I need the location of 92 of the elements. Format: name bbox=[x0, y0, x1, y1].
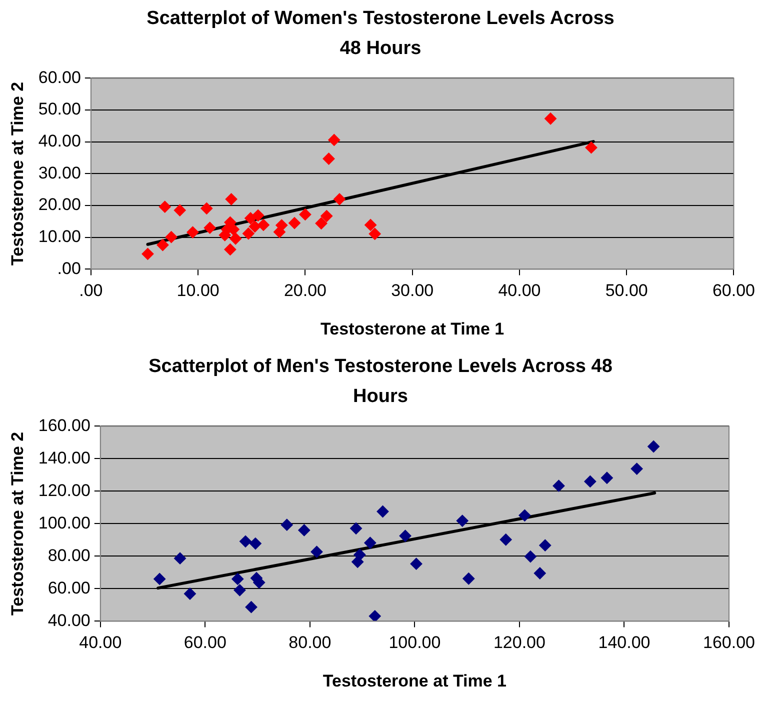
point bbox=[364, 536, 376, 549]
point bbox=[552, 480, 565, 492]
point bbox=[276, 219, 288, 232]
point bbox=[158, 200, 171, 213]
point bbox=[288, 217, 300, 230]
y-tick-label: 60.00 bbox=[48, 578, 90, 598]
point bbox=[350, 522, 362, 534]
x-tick-label: 120.00 bbox=[493, 633, 546, 652]
point bbox=[500, 534, 512, 546]
point bbox=[518, 509, 531, 522]
x-tick-label: 140.00 bbox=[598, 633, 650, 652]
point bbox=[156, 239, 169, 252]
y-tick-label: 40.00 bbox=[48, 610, 90, 630]
y-tick-label: 80.00 bbox=[48, 546, 90, 565]
y-tick-label: 50.00 bbox=[38, 100, 81, 119]
point bbox=[584, 475, 596, 488]
point bbox=[462, 572, 475, 585]
y-axis-title: Testosterone at Time 2 bbox=[8, 432, 27, 616]
x-tick-label: 100.00 bbox=[388, 633, 441, 652]
point bbox=[410, 558, 422, 570]
point bbox=[544, 112, 557, 125]
point bbox=[252, 209, 264, 222]
point bbox=[315, 217, 328, 230]
point bbox=[585, 142, 598, 154]
x-tick-label: 60.00 bbox=[184, 633, 226, 652]
x-tick-label: 50.00 bbox=[605, 281, 648, 300]
point bbox=[204, 222, 216, 234]
point bbox=[186, 226, 199, 238]
x-axis-title: Testosterone at Time 1 bbox=[322, 671, 507, 690]
chart-title: Scatterplot of Women's Testosterone Levels Across 48 Hours bbox=[146, 7, 616, 61]
point bbox=[399, 530, 412, 542]
y-tick-label: 60.00 bbox=[38, 68, 81, 87]
point bbox=[352, 556, 364, 568]
point bbox=[200, 202, 213, 214]
point bbox=[248, 220, 261, 233]
x-tick-label: 30.00 bbox=[391, 281, 434, 300]
point bbox=[320, 210, 333, 222]
point bbox=[648, 440, 660, 453]
y-tick-label: 30.00 bbox=[38, 163, 81, 182]
y-tick-label: 100.00 bbox=[38, 513, 90, 532]
point bbox=[539, 539, 552, 552]
point bbox=[333, 193, 346, 206]
point bbox=[364, 218, 377, 231]
point bbox=[165, 231, 178, 244]
y-tick-label: 20.00 bbox=[38, 195, 81, 214]
point bbox=[249, 538, 262, 550]
point bbox=[368, 228, 381, 240]
point bbox=[310, 546, 323, 558]
point bbox=[244, 212, 257, 224]
point bbox=[328, 134, 340, 146]
point bbox=[142, 248, 154, 260]
point bbox=[174, 552, 186, 564]
y-tick-label: 120.00 bbox=[38, 480, 90, 500]
x-tick-label: .00 bbox=[79, 281, 103, 300]
point bbox=[376, 506, 389, 518]
point bbox=[456, 514, 468, 527]
point bbox=[299, 208, 312, 220]
point bbox=[630, 462, 643, 475]
point bbox=[240, 535, 252, 548]
point bbox=[225, 193, 238, 206]
point bbox=[245, 601, 258, 614]
y-tick-label: 10.00 bbox=[38, 227, 81, 246]
point bbox=[280, 518, 293, 531]
point bbox=[524, 550, 536, 563]
point bbox=[368, 610, 381, 622]
y-tick-label: .00 bbox=[57, 258, 81, 278]
point bbox=[232, 572, 244, 585]
x-tick-label: 40.00 bbox=[498, 281, 541, 300]
point bbox=[534, 567, 546, 580]
point bbox=[242, 228, 254, 240]
point bbox=[234, 584, 246, 596]
point bbox=[174, 204, 186, 216]
x-tick-label: 160.00 bbox=[703, 633, 755, 652]
x-tick-label: 20.00 bbox=[284, 281, 326, 300]
x-tick-label: 10.00 bbox=[176, 281, 220, 300]
point bbox=[154, 572, 166, 585]
y-tick-label: 140.00 bbox=[38, 448, 90, 468]
y-axis-title: Testosterone at Time 2 bbox=[8, 82, 27, 266]
y-tick-label: 160.00 bbox=[38, 416, 90, 435]
chart-title: Scatterplot of Men's Testosterone Levels Across 48 Hours bbox=[148, 355, 614, 409]
x-axis-title: Testosterone at Time 1 bbox=[320, 319, 504, 338]
point bbox=[600, 472, 613, 484]
y-tick-label: 40.00 bbox=[38, 132, 81, 151]
point bbox=[184, 588, 196, 600]
point bbox=[257, 218, 270, 231]
x-tick-label: 40.00 bbox=[79, 633, 122, 652]
point bbox=[224, 243, 236, 256]
point bbox=[322, 152, 335, 165]
point bbox=[230, 232, 242, 245]
x-tick-label: 80.00 bbox=[288, 633, 332, 652]
point bbox=[298, 524, 310, 536]
x-tick-label: 60.00 bbox=[712, 281, 756, 300]
